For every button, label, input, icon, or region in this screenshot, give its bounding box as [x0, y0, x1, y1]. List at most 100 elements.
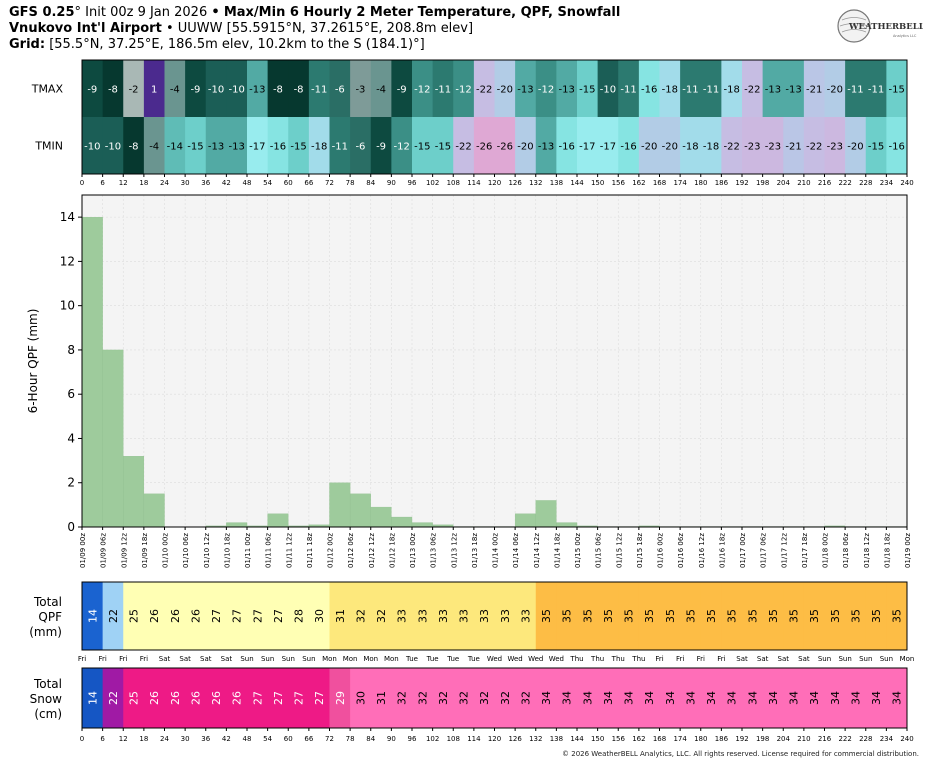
total-qpf-strip: TotalQPF(mm)14 22 25 26 26 26 27 27 27 27 28 30 31 32…	[29, 582, 914, 663]
strip-cell-value: 34	[684, 691, 697, 705]
y-axis-label: 6-Hour QPF (mm)	[26, 309, 40, 414]
day-tick-label: Sat	[798, 655, 810, 663]
snow-x-tick-label: 216	[818, 735, 832, 743]
strip-cell-value: 33	[437, 609, 450, 623]
x-axis-tick-label: 01/11 18z	[306, 533, 314, 568]
heatmap-cell-value: -12	[394, 142, 410, 153]
heatmap-cell-value: 1	[151, 85, 157, 96]
strip-label-line-1: Total	[33, 677, 62, 691]
heatmap-x-tick-label: 180	[694, 179, 707, 187]
heatmap-cell-value: -11	[332, 142, 348, 153]
day-tick-label: Mon	[363, 655, 378, 663]
strip-cell-value: 34	[891, 691, 904, 705]
strip-cell-value: 14	[86, 691, 99, 705]
qpf-bar	[82, 217, 103, 527]
strip-cell-value: 27	[293, 691, 306, 705]
snow-x-tick-label: 168	[653, 735, 666, 743]
snow-x-tick-label: 162	[632, 735, 645, 743]
qpf-bar	[515, 514, 536, 527]
strip-cell-value: 35	[540, 609, 553, 623]
heatmap-cell-value: -2	[129, 85, 139, 96]
heatmap-x-tick-label: 162	[632, 179, 645, 187]
day-tick-label: Fri	[655, 655, 663, 663]
heatmap-cell-value: -23	[744, 142, 760, 153]
strip-cell-value: 35	[581, 609, 594, 623]
strip-cell-value: 34	[561, 691, 574, 705]
strip-cell-value: 33	[396, 609, 409, 623]
strip-cell-value: 27	[210, 609, 223, 623]
strip-cell-value: 35	[849, 609, 862, 623]
qpf-bar	[123, 456, 144, 527]
snow-x-tick-label: 66	[304, 735, 313, 743]
heatmap-cell-value: -23	[827, 142, 843, 153]
heatmap-x-tick-label: 138	[550, 179, 563, 187]
snow-x-tick-label: 72	[325, 735, 334, 743]
heatmap-x-tick-label: 0	[80, 179, 84, 187]
heatmap-cell-value: -23	[765, 142, 781, 153]
day-tick-label: Sun	[859, 655, 872, 663]
heatmap-cell-value: -15	[889, 85, 905, 96]
strip-cell-value: 27	[272, 609, 285, 623]
snow-x-tick-label: 60	[284, 735, 293, 743]
heatmap-x-tick-label: 84	[366, 179, 375, 187]
heatmap-cell-value: -17	[600, 142, 616, 153]
snow-x-tick-label: 174	[673, 735, 687, 743]
heatmap-cell-value: -15	[290, 142, 306, 153]
heatmap-cell-value: -9	[190, 85, 200, 96]
heatmap-cell-value: -20	[641, 142, 657, 153]
snow-x-tick-label: 150	[591, 735, 604, 743]
heatmap-cell-value: -16	[889, 142, 905, 153]
x-axis-tick-label: 01/16 00z	[657, 533, 665, 568]
strip-cell-value: 34	[581, 691, 594, 705]
strip-cell-value: 34	[726, 691, 739, 705]
strip-cell-value: 34	[829, 691, 842, 705]
heatmap-cell-value: -11	[847, 85, 863, 96]
day-tick-label: Tue	[426, 655, 439, 663]
heatmap-x-tick-label: 54	[263, 179, 272, 187]
x-axis-tick-label: 01/14 00z	[492, 533, 500, 568]
day-tick-label: Fri	[697, 655, 705, 663]
total-snow-strip: TotalSnow(cm)14 22 25 26 26 26 26 26 27 27 27 27 29 3…	[30, 668, 914, 743]
temperature-heatmap: TMAX -9 -8 -2 1 -4 -9 -10 -10 -13 -8 -8 -11 -6 -3 -4 -9-…	[31, 60, 914, 187]
heatmap-cell-value: -13	[229, 142, 245, 153]
snow-x-tick-label: 240	[900, 735, 913, 743]
heatmap-x-tick-label: 114	[467, 179, 481, 187]
day-tick-label: Fri	[140, 655, 148, 663]
snow-x-tick-label: 138	[550, 735, 563, 743]
heatmap-cell-value: -18	[662, 85, 678, 96]
strip-cell-value: 34	[705, 691, 718, 705]
x-axis-tick-label: 01/16 06z	[677, 533, 685, 568]
day-tick-label: Sat	[778, 655, 790, 663]
heatmap-x-tick-label: 204	[777, 179, 791, 187]
snow-x-tick-label: 144	[570, 735, 584, 743]
day-tick-label: Tue	[446, 655, 459, 663]
x-axis-tick-label: 01/18 00z	[822, 533, 830, 568]
snow-x-tick-label: 186	[715, 735, 729, 743]
snow-x-tick-label: 30	[181, 735, 190, 743]
strip-cell-value: 34	[808, 691, 821, 705]
strip-cell-value: 34	[746, 691, 759, 705]
strip-cell-value: 32	[354, 609, 367, 623]
heatmap-x-tick-label: 42	[222, 179, 231, 187]
strip-cell-value: 32	[519, 691, 532, 705]
strip-cell-value: 26	[169, 691, 182, 705]
strip-cell-value: 34	[788, 691, 801, 705]
heatmap-cell-value: -14	[167, 142, 183, 153]
x-axis-tick-label: 01/13 00z	[409, 533, 417, 568]
heatmap-cell-value: -13	[765, 85, 781, 96]
day-tick-label: Wed	[549, 655, 564, 663]
x-axis-tick-label: 01/09 06z	[100, 533, 108, 568]
heatmap-cell-value: -20	[847, 142, 863, 153]
qpf-bar	[556, 523, 577, 527]
x-axis-tick-label: 01/12 06z	[347, 533, 355, 568]
day-tick-label: Fri	[717, 655, 725, 663]
strip-cell-value: 33	[519, 609, 532, 623]
x-axis-tick-label: 01/18 06z	[842, 533, 850, 568]
strip-cell-value: 25	[128, 609, 141, 623]
y-axis-tick-label: 8	[67, 343, 75, 357]
day-tick-label: Mon	[900, 655, 915, 663]
snow-x-tick-label: 48	[243, 735, 252, 743]
day-tick-label: Fri	[676, 655, 684, 663]
heatmap-cell-value: -4	[149, 142, 159, 153]
x-axis-tick-label: 01/17 12z	[780, 533, 788, 568]
